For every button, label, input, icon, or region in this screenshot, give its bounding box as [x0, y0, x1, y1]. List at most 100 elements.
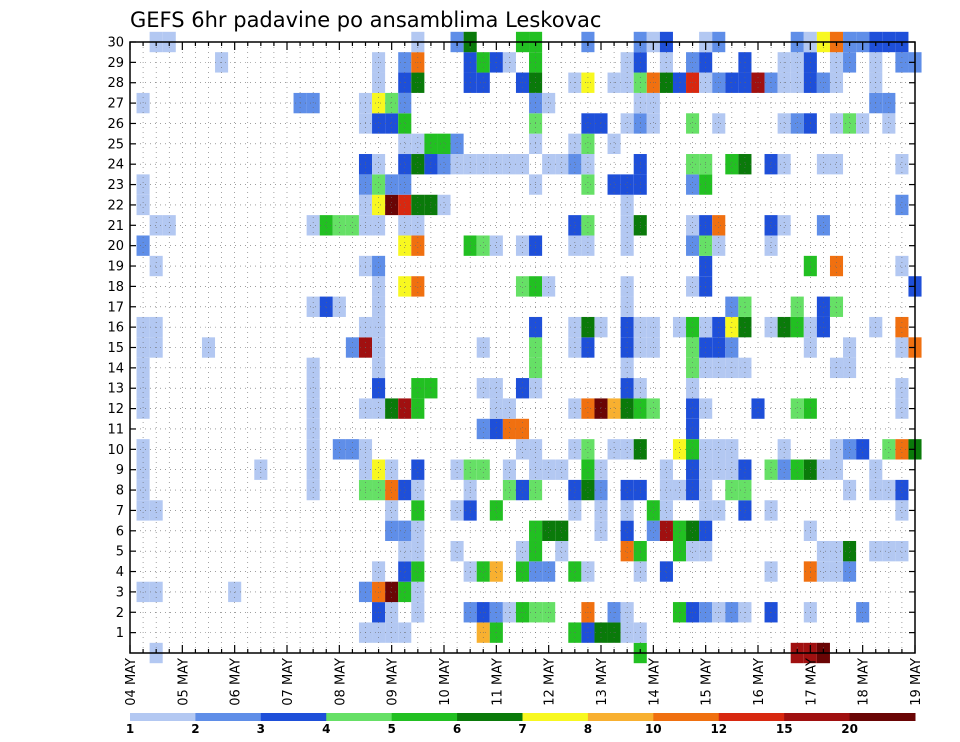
colorbar-swatch: [130, 713, 196, 721]
heatmap-cell: [882, 92, 896, 114]
heatmap-cell: [581, 154, 595, 175]
heatmap-cell: [646, 520, 660, 541]
heatmap-cell: [450, 154, 464, 175]
heatmap-cell: [895, 154, 909, 175]
heatmap-cell: [476, 459, 490, 480]
heatmap-cell: [686, 479, 700, 501]
heatmap-cell: [725, 479, 739, 501]
heatmap-cell: [843, 540, 857, 562]
heatmap-cell: [437, 194, 451, 216]
heatmap-cell: [136, 500, 150, 521]
y-tick-label: 3: [116, 585, 124, 600]
heatmap-cell: [372, 194, 386, 216]
y-tick-label: 5: [116, 545, 124, 560]
heatmap-cell: [607, 174, 621, 195]
heatmap-cell: [542, 520, 556, 541]
heatmap-cell: [489, 500, 503, 521]
colorbar-label: 2: [191, 722, 199, 736]
heatmap-cell: [555, 154, 569, 175]
colorbar-swatch: [522, 713, 589, 721]
colorbar-label: 15: [776, 722, 793, 736]
heatmap-cell: [764, 154, 778, 175]
heatmap-cell: [829, 540, 844, 562]
heatmap-cell: [790, 459, 804, 480]
heatmap-cell: [476, 561, 490, 582]
heatmap-cell: [515, 418, 530, 440]
heatmap-cell: [372, 296, 386, 317]
heatmap-cell: [646, 398, 660, 419]
heatmap-cell: [476, 418, 490, 440]
heatmap-cell: [738, 459, 752, 480]
heatmap-cell: [489, 235, 503, 256]
heatmap-cell: [385, 398, 399, 419]
colorbar-label: 6: [453, 722, 461, 736]
heatmap-cell: [777, 215, 791, 236]
heatmap-cell: [686, 378, 700, 399]
heatmap-cell: [411, 215, 425, 236]
heatmap-cell: [686, 520, 700, 541]
heatmap-cell: [411, 276, 425, 297]
heatmap-cell: [581, 561, 595, 582]
heatmap-cell: [515, 276, 530, 297]
heatmap-cell: [568, 133, 582, 155]
heatmap-cell: [372, 398, 386, 419]
x-tick-label: 18 MAY: [857, 658, 872, 706]
heatmap-cell: [568, 561, 582, 582]
y-tick-label: 27: [107, 97, 124, 112]
heatmap-cell: [568, 215, 582, 236]
heatmap-cell: [228, 581, 242, 603]
heatmap-cell: [790, 398, 804, 419]
heatmap-cell: [829, 561, 844, 582]
heatmap-cell: [489, 378, 503, 399]
heatmap-cell: [856, 439, 870, 460]
y-tick-label: 26: [107, 117, 124, 132]
heatmap-cell: [542, 92, 556, 114]
x-tick-label: 17 MAY: [804, 658, 819, 706]
heatmap-cell: [385, 581, 399, 603]
heatmap-cell: [489, 561, 503, 582]
grid-lines: [130, 41, 915, 653]
y-axis: 1234567891011121314151617181920212223242…: [107, 36, 915, 641]
heatmap-cell: [372, 215, 386, 236]
y-tick-label: 16: [107, 321, 124, 336]
heatmap-cell: [398, 561, 412, 582]
heatmap-cell: [411, 378, 425, 399]
heatmap-cell: [686, 540, 700, 562]
heatmap-cell: [385, 174, 399, 195]
heatmap-cell: [502, 154, 516, 175]
colorbar-label: 1: [126, 722, 134, 736]
y-tick-label: 22: [107, 198, 124, 213]
heatmap-cell: [568, 479, 582, 501]
heatmap-cell: [620, 194, 634, 216]
heatmap-cell: [816, 540, 830, 562]
heatmap-cell: [332, 296, 346, 317]
heatmap-cell: [398, 194, 412, 216]
heatmap-cell: [581, 113, 595, 134]
y-tick-label: 2: [116, 606, 124, 621]
colorbar-swatch: [849, 713, 916, 721]
chart-title: GEFS 6hr padavine po ansamblima Leskovac: [130, 8, 601, 32]
heatmap-cell: [620, 398, 634, 419]
heatmap-cell: [515, 154, 530, 175]
heatmap-cell: [345, 439, 359, 460]
colorbar-label: 20: [841, 722, 858, 736]
heatmap-cell: [712, 235, 726, 256]
heatmap-cell: [332, 215, 346, 236]
colorbar-swatch: [260, 713, 327, 721]
heatmap-cell: [372, 276, 386, 297]
heatmap-cell: [306, 398, 320, 419]
heatmap-cell: [489, 398, 503, 419]
heatmap-cell: [515, 439, 530, 460]
heatmap-cell: [542, 561, 556, 582]
y-tick-label: 12: [107, 402, 124, 417]
colorbar-label: 12: [710, 722, 727, 736]
x-tick-label: 15 MAY: [700, 658, 715, 706]
heatmap-cell: [411, 235, 425, 256]
heatmap-cell: [411, 479, 425, 501]
heatmap-cell: [411, 581, 425, 603]
x-tick-label: 05 MAY: [176, 658, 191, 706]
heatmap-cell: [712, 439, 726, 460]
heatmap-cell: [489, 154, 503, 175]
heatmap-cell: [686, 439, 700, 460]
